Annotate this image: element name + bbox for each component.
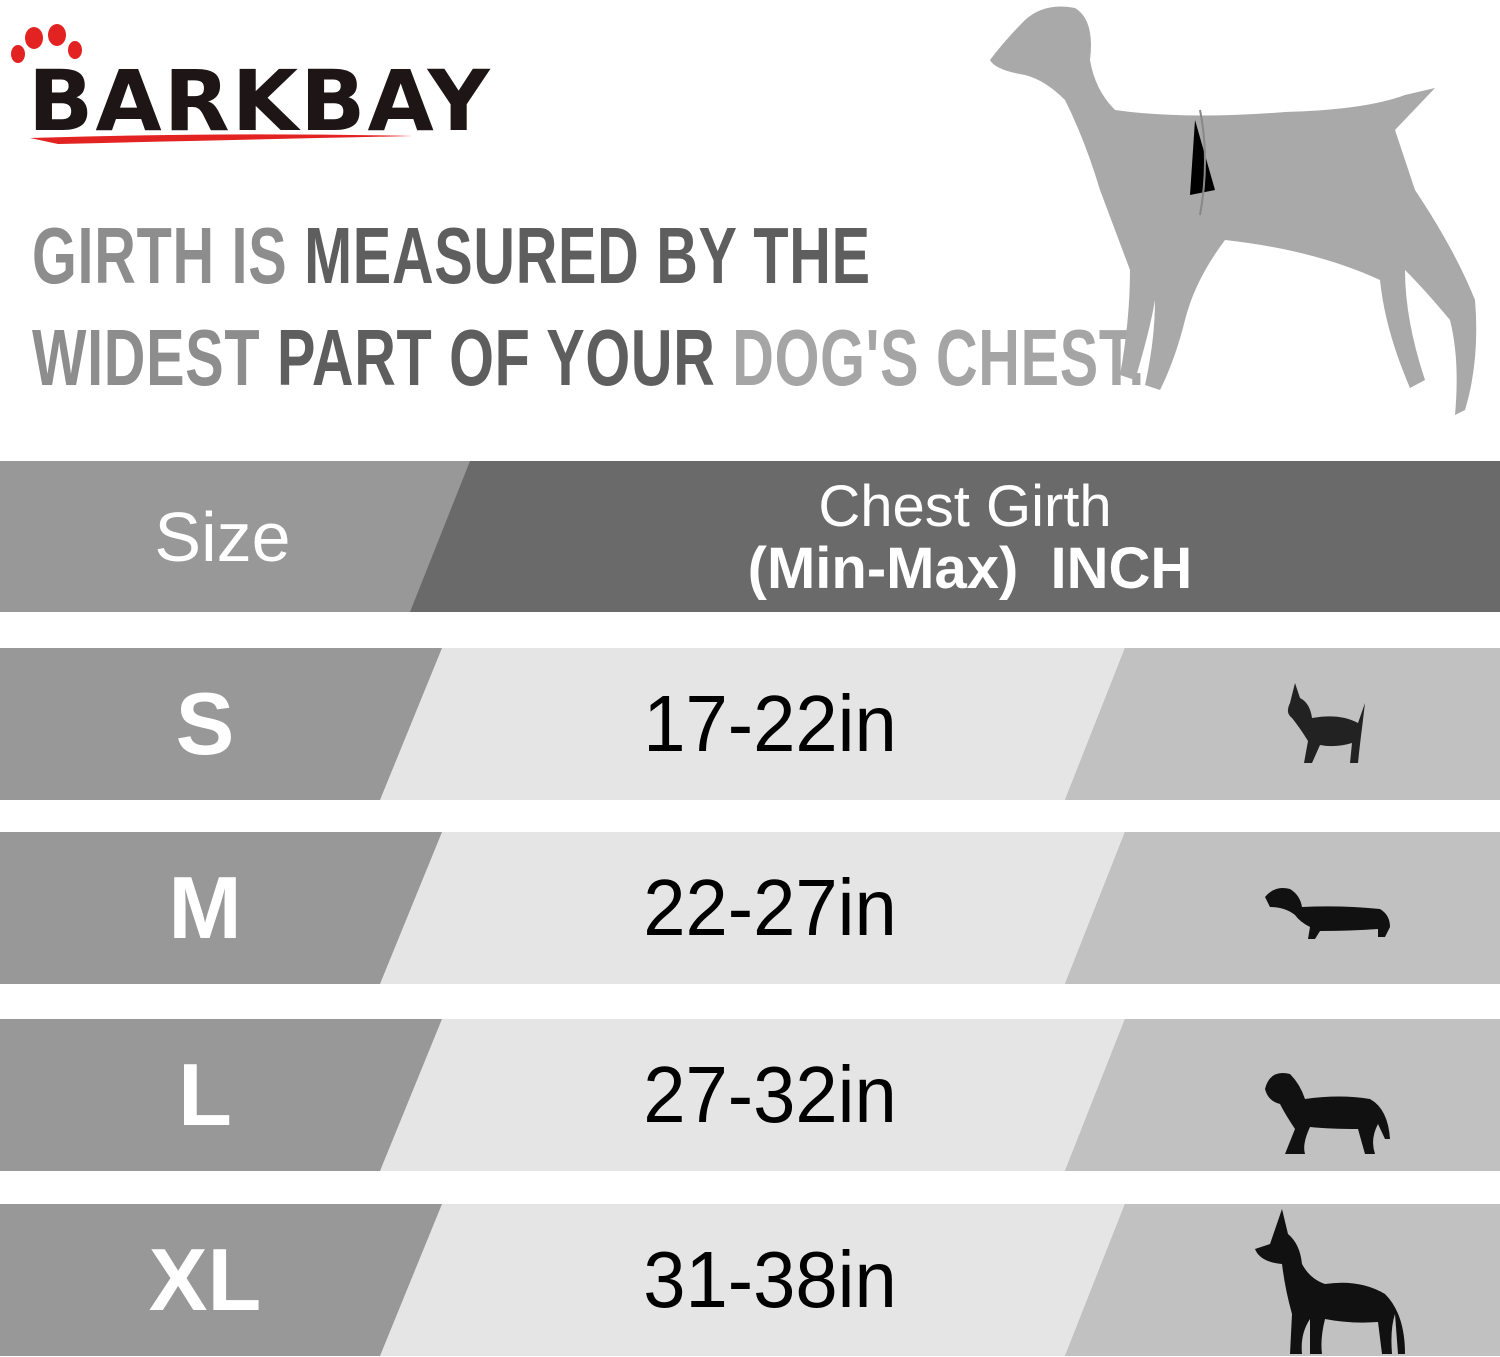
size-row-m: M 22-27in (0, 832, 1500, 984)
dog-icon-cell (1065, 648, 1500, 800)
brand-name: BARKBAY (28, 52, 492, 150)
size-row-l: L 27-32in (0, 1019, 1500, 1171)
girth-cell (380, 1204, 1125, 1356)
labrador-icon (1265, 1073, 1390, 1154)
great-dane-icon (1255, 1209, 1405, 1354)
girth-cell (380, 832, 1125, 984)
girth-value: 27-32in (643, 1050, 897, 1139)
header-girth-cell (410, 461, 1500, 612)
headline-line-2: WIDEST PART OF YOUR DOG'S CHEST. (32, 313, 1146, 402)
girth-value: 17-22in (643, 679, 897, 768)
header-girth-label-1: Chest Girth (818, 474, 1112, 539)
header-size-label: Size (154, 498, 291, 576)
size-label: XL (148, 1230, 262, 1329)
header-girth-label-2: (Min-Max) INCH (747, 536, 1193, 601)
size-label: M (168, 858, 242, 957)
headline-line-1: GIRTH IS MEASURED BY THE (32, 211, 871, 300)
girth-cell (380, 648, 1125, 800)
size-label: S (175, 674, 235, 773)
logo-underline (30, 134, 413, 144)
girth-cell (380, 1019, 1125, 1171)
dog-measure-illustration (990, 6, 1477, 415)
size-row-xl: XL 31-38in (0, 1204, 1500, 1356)
table-header: Size Chest Girth (Min-Max) INCH (0, 461, 1500, 612)
dachshund-icon (1265, 888, 1390, 939)
brand-logo: BARKBAY (0, 0, 490, 150)
size-label: L (178, 1045, 232, 1144)
size-row-s: S 17-22in (0, 648, 1500, 800)
chihuahua-icon (1287, 683, 1365, 763)
girth-value: 22-27in (643, 863, 897, 952)
paw-icon (11, 24, 82, 63)
girth-value: 31-38in (643, 1235, 897, 1324)
